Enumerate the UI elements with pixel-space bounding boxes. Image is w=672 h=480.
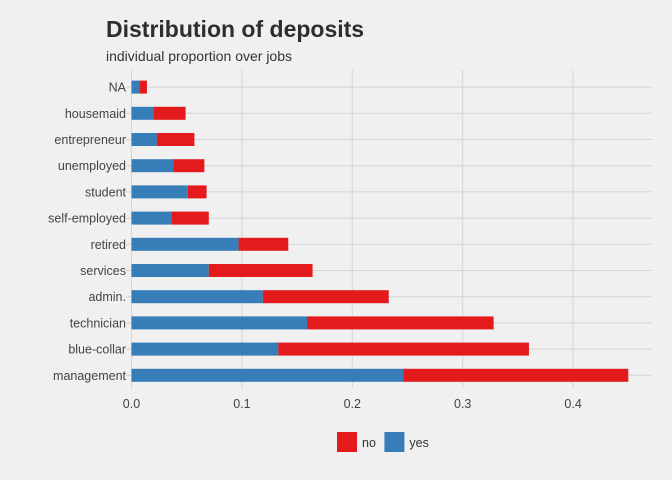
bar-no-blue-collar xyxy=(278,342,529,356)
bar-yes-blue-collar xyxy=(131,342,279,356)
bar-no-NA xyxy=(139,80,147,94)
y-tick-label: technician xyxy=(70,316,126,330)
bar-no-student xyxy=(187,185,207,199)
x-tick-label: 0.3 xyxy=(454,397,471,411)
x-axis-tick-labels: 0.0 0.1 0.2 0.3 0.4 xyxy=(123,397,582,411)
legend-swatch-yes xyxy=(384,432,405,452)
x-tick-label: 0.1 xyxy=(233,397,250,411)
bar-yes-admin. xyxy=(131,290,263,304)
legend-label-yes: yes xyxy=(409,436,428,450)
bar-yes-retired xyxy=(131,237,239,251)
bar-no-management xyxy=(403,368,629,382)
y-tick-label: self-employed xyxy=(48,212,126,226)
x-tick-label: 0.0 xyxy=(123,397,140,411)
bar-no-self-employed xyxy=(171,211,209,225)
bar-yes-services xyxy=(131,264,209,277)
y-tick-label: unemployed xyxy=(58,159,126,173)
y-tick-label: student xyxy=(85,185,127,199)
bar-layer xyxy=(131,80,629,382)
y-tick-label: housemaid xyxy=(65,107,126,121)
bar-yes-management xyxy=(131,368,404,382)
y-tick-label: services xyxy=(80,264,126,278)
chart-subtitle: individual proportion over jobs xyxy=(106,48,292,64)
x-tick-label: 0.2 xyxy=(344,397,361,411)
bar-no-services xyxy=(208,264,313,277)
x-tick-label: 0.4 xyxy=(564,397,581,411)
grid-layer xyxy=(126,70,652,388)
bar-yes-self-employed xyxy=(131,211,172,225)
bar-no-technician xyxy=(307,316,494,330)
bar-no-entrepreneur xyxy=(156,133,195,146)
y-tick-label: entrepreneur xyxy=(54,133,126,147)
y-tick-label: NA xyxy=(109,81,127,95)
legend-label-no: no xyxy=(362,436,376,450)
bar-no-admin. xyxy=(262,290,389,304)
legend: no yes xyxy=(337,432,429,452)
bar-yes-NA xyxy=(131,80,140,94)
y-axis-tick-labels: NA housemaid entrepreneur unemployed student… xyxy=(48,81,126,383)
y-tick-label: blue-collar xyxy=(68,343,126,357)
bar-no-housemaid xyxy=(153,106,186,120)
chart-title: Distribution of deposits xyxy=(106,16,364,42)
bar-yes-student xyxy=(131,185,188,199)
bar-yes-entrepreneur xyxy=(131,133,157,146)
y-tick-label: management xyxy=(53,369,126,383)
legend-swatch-no xyxy=(337,432,357,452)
bar-yes-housemaid xyxy=(131,106,154,120)
y-tick-label: retired xyxy=(91,238,126,252)
y-tick-label: admin. xyxy=(88,290,126,304)
bar-yes-unemployed xyxy=(131,159,174,173)
bar-yes-technician xyxy=(131,316,308,330)
bar-no-unemployed xyxy=(173,159,205,173)
bar-no-retired xyxy=(238,237,289,251)
